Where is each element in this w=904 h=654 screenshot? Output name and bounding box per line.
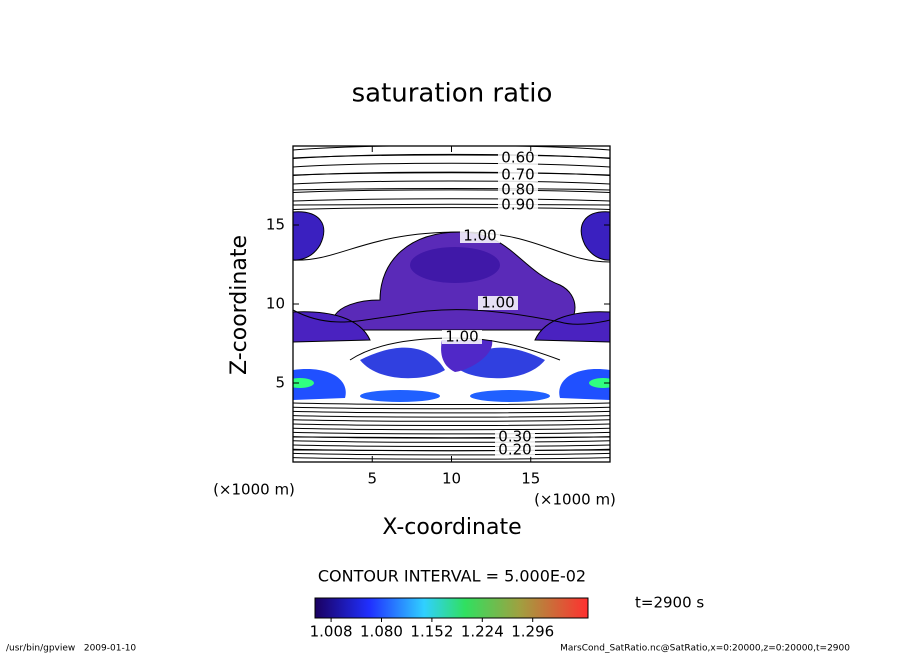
contour-label: 0.30	[498, 428, 531, 446]
colorbar-tick-label: 1.224	[461, 623, 504, 641]
y-tick-label: 10	[266, 295, 285, 313]
colorbar-tick-label: 1.152	[410, 623, 453, 641]
contour-line	[293, 415, 610, 418]
y-axis-label: Z-coordinate	[227, 235, 252, 375]
contour-line	[293, 198, 610, 202]
contour-line	[293, 431, 610, 435]
contour-line	[293, 231, 610, 263]
colorbar-tick-label: 1.296	[511, 623, 554, 641]
contour-line	[293, 402, 610, 405]
contour-line	[293, 309, 610, 325]
contour-label-bg	[498, 198, 538, 212]
x-tick-label: 15	[521, 470, 540, 488]
contour-line	[293, 188, 610, 191]
contour-line	[293, 172, 610, 176]
contour-line	[293, 154, 610, 159]
contour-label: 0.70	[501, 166, 534, 184]
contour-interval: CONTOUR INTERVAL = 5.000E-02	[318, 567, 586, 586]
x-tick-label: 5	[367, 470, 377, 488]
colorbar-tick-label: 1.080	[360, 623, 403, 641]
contour-label: 1.00	[463, 227, 496, 245]
contour-line	[293, 419, 610, 422]
y-tick-label: 15	[266, 216, 285, 234]
contour-line	[293, 406, 610, 410]
contour-line	[293, 162, 610, 168]
x-unit: (×1000 m)	[534, 491, 616, 509]
x-tick-label: 10	[442, 470, 461, 488]
contour-label-bg	[442, 330, 482, 344]
contour-line	[293, 423, 610, 426]
contour-label-bg	[495, 430, 535, 444]
contour-line	[293, 207, 610, 210]
contour-line	[293, 427, 610, 431]
contour-line	[293, 180, 610, 185]
time-label: t=2900 s	[635, 594, 704, 612]
contour-line	[293, 444, 610, 447]
chart-title: saturation ratio	[352, 79, 553, 109]
contour-line	[293, 203, 610, 206]
y-tick-label: 5	[275, 374, 285, 392]
contour-line	[293, 146, 610, 151]
x-axis-label: X-coordinate	[382, 515, 521, 540]
contour-label: 0.80	[501, 181, 534, 199]
colorbar	[314, 597, 589, 619]
contour-label: 0.20	[498, 441, 531, 459]
contour-label: 0.90	[501, 196, 534, 214]
contour-label: 0.60	[501, 149, 534, 167]
contour-label-bg	[495, 443, 535, 457]
contour-line	[293, 410, 610, 414]
contour-line	[293, 436, 610, 439]
filled-regions	[293, 211, 610, 402]
contour-label-bg	[460, 229, 500, 243]
colorbar-tick-label: 1.008	[310, 623, 353, 641]
contour-line	[293, 452, 610, 456]
contour-label-bg	[498, 151, 538, 165]
footer-right: MarsCond_SatRatio.nc@SatRatio,x=0:20000,…	[560, 644, 850, 654]
footer-left: /usr/bin/gpview 2009-01-10	[6, 644, 136, 654]
contour-line	[293, 189, 610, 193]
contour-label-bg	[478, 296, 518, 310]
contour-label: 1.00	[445, 328, 478, 346]
contour-label: 1.00	[481, 294, 514, 312]
contour-label-bg	[498, 183, 538, 197]
contour-label-bg	[498, 168, 538, 182]
y-unit: (×1000 m)	[213, 481, 295, 499]
contour-line	[293, 449, 610, 452]
contour-line	[293, 440, 610, 443]
